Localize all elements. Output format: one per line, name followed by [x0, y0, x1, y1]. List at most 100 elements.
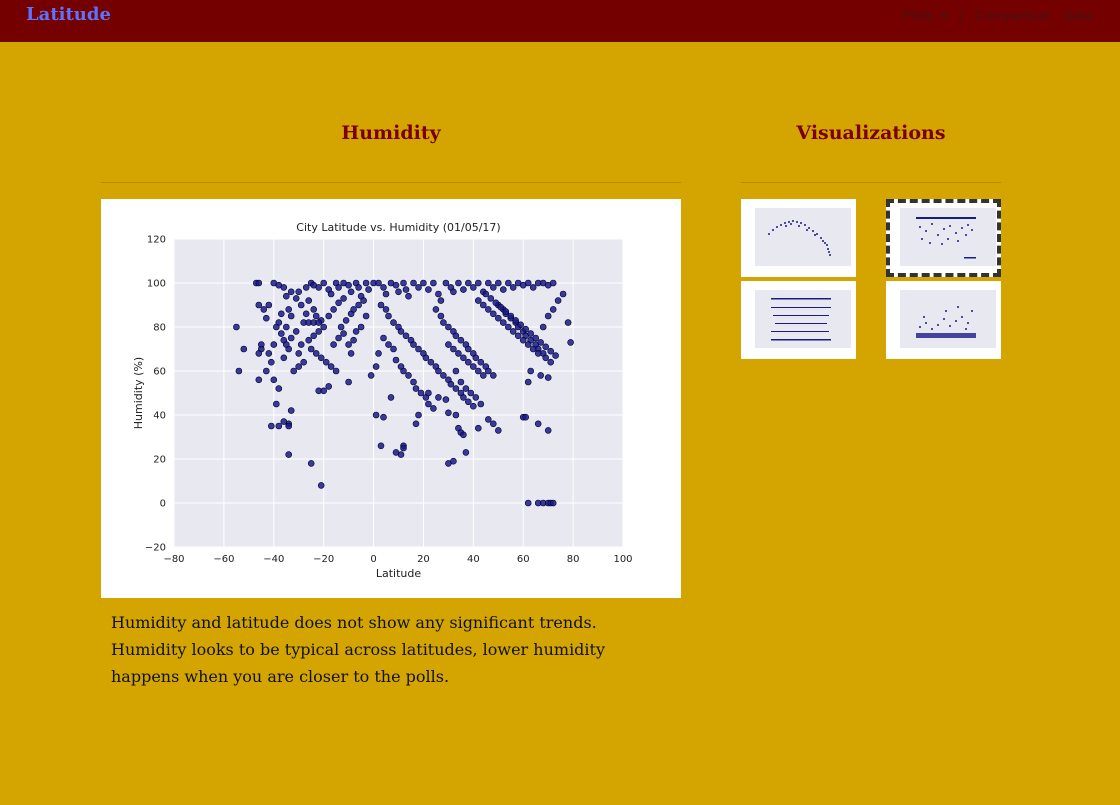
- y-tick-label: 60: [153, 367, 166, 378]
- data-point: [327, 290, 335, 298]
- data-point: [357, 323, 365, 331]
- nav-comparison-link[interactable]: Comparison: [975, 7, 1051, 23]
- data-point: [507, 312, 515, 320]
- x-tick-label: 100: [613, 554, 632, 565]
- description-text: Humidity and latitude does not show any …: [111, 613, 606, 686]
- page-title: Humidity: [341, 122, 441, 144]
- data-point: [325, 312, 332, 320]
- data-point: [278, 310, 285, 318]
- data-point: [350, 306, 357, 313]
- data-point: [484, 306, 492, 313]
- data-point: [527, 330, 535, 337]
- data-point: [268, 358, 275, 366]
- data-point: [432, 306, 440, 313]
- data-point: [479, 301, 487, 309]
- data-point: [263, 367, 270, 375]
- data-point: [235, 367, 243, 375]
- data-point: [283, 323, 290, 331]
- nav-separator: |: [959, 7, 964, 23]
- data-point: [497, 303, 505, 311]
- x-tick-label: 40: [467, 554, 480, 565]
- data-point: [305, 336, 312, 344]
- data-point: [415, 345, 422, 353]
- data-point: [280, 284, 288, 291]
- temperature-thumbnail[interactable]: [741, 199, 856, 277]
- data-point: [524, 279, 532, 287]
- wind-speed-thumbnail[interactable]: [886, 281, 1001, 359]
- data-point: [430, 405, 437, 412]
- data-point: [462, 449, 470, 456]
- data-point: [295, 363, 302, 370]
- y-tick-label: 40: [153, 411, 166, 422]
- data-point: [410, 279, 417, 287]
- humidity-thumb-image: [900, 208, 996, 266]
- data-point: [302, 284, 310, 291]
- data-point: [400, 279, 407, 287]
- cloudiness-thumbnail[interactable]: [741, 281, 856, 359]
- brand-link[interactable]: Latitude: [26, 4, 111, 25]
- data-point: [519, 336, 527, 344]
- data-point: [335, 299, 342, 307]
- data-point: [273, 323, 280, 331]
- data-point: [377, 442, 385, 450]
- data-point: [332, 367, 340, 375]
- data-point: [327, 363, 335, 370]
- data-point: [310, 332, 317, 340]
- data-point: [460, 354, 467, 362]
- nav-plots-label: Plots: [902, 7, 934, 23]
- data-point: [340, 330, 347, 337]
- nav-plots-dropdown[interactable]: Plots: [903, 7, 948, 23]
- data-point: [455, 350, 462, 357]
- data-point: [460, 394, 467, 401]
- data-point: [472, 354, 480, 362]
- y-tick-label: 100: [147, 279, 166, 290]
- data-point: [455, 279, 462, 287]
- data-point: [287, 407, 295, 414]
- nav-links: Plots | Comparison Data: [895, 7, 1093, 23]
- data-point: [342, 317, 350, 324]
- data-point: [412, 420, 420, 428]
- data-point: [405, 292, 412, 300]
- data-point: [529, 345, 537, 353]
- data-point: [499, 319, 507, 326]
- data-point: [522, 325, 530, 333]
- data-point: [415, 411, 422, 419]
- data-point: [537, 339, 545, 346]
- data-point: [320, 323, 327, 331]
- data-point: [345, 378, 352, 386]
- x-tick-label: 60: [517, 554, 530, 565]
- x-axis-label: Latitude: [376, 567, 422, 580]
- data-point: [469, 402, 477, 410]
- data-point: [524, 341, 532, 348]
- data-point: [420, 279, 427, 287]
- data-point: [427, 358, 435, 366]
- data-point: [534, 350, 542, 357]
- data-point: [292, 295, 300, 302]
- data-point: [452, 367, 460, 375]
- chart-title: City Latitude vs. Humidity (01/05/17): [296, 221, 500, 234]
- data-point: [417, 389, 425, 397]
- data-point: [524, 499, 532, 507]
- data-point: [447, 380, 455, 388]
- data-point: [542, 343, 550, 351]
- data-point: [482, 290, 490, 298]
- data-point: [474, 424, 482, 432]
- data-point: [400, 367, 407, 375]
- data-point: [350, 336, 357, 344]
- data-point: [544, 312, 552, 320]
- data-point: [362, 312, 370, 320]
- data-point: [534, 420, 542, 428]
- data-point: [464, 398, 472, 406]
- data-point: [502, 308, 510, 315]
- data-point: [527, 367, 535, 375]
- data-point: [275, 385, 283, 392]
- data-point: [554, 297, 562, 304]
- nav-data-link[interactable]: Data: [1062, 7, 1092, 23]
- data-point: [287, 312, 295, 320]
- data-point: [385, 341, 392, 348]
- data-point: [375, 279, 382, 287]
- data-point: [283, 341, 290, 348]
- humidity-thumbnail[interactable]: [886, 199, 1001, 277]
- data-point: [347, 350, 355, 357]
- data-point: [469, 284, 477, 291]
